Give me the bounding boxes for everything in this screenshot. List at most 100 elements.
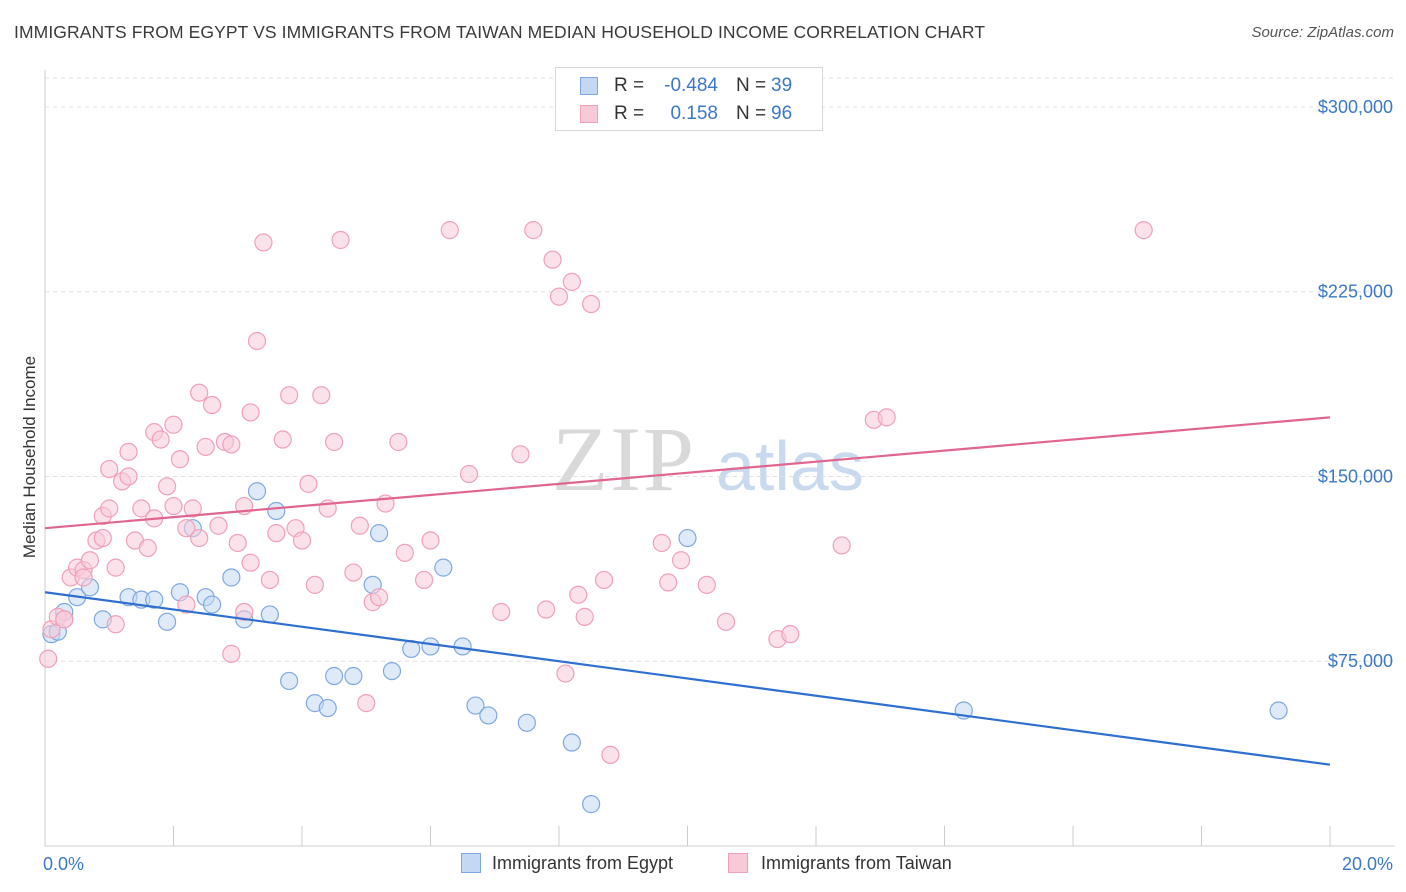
- egypt-trend-line: [44, 591, 1331, 766]
- correlation-legend: R = -0.484 N = 39 R = 0.158 N = 96: [555, 67, 823, 131]
- taiwan-point: [312, 386, 331, 405]
- taiwan-n-value: 96: [771, 103, 793, 124]
- taiwan-point: [331, 230, 350, 250]
- taiwan-point: [55, 610, 74, 629]
- taiwan-point: [414, 570, 434, 590]
- y-tick-label: $75,000: [1328, 651, 1393, 671]
- taiwan-point: [190, 528, 209, 548]
- taiwan-point: [549, 287, 569, 306]
- egypt-point: [267, 501, 286, 521]
- taiwan-point: [74, 568, 93, 587]
- taiwan-point: [292, 531, 312, 550]
- taiwan-point: [260, 570, 279, 590]
- taiwan-point: [164, 496, 183, 516]
- egypt-point: [157, 612, 177, 631]
- egypt-point: [280, 671, 299, 691]
- taiwan-point: [241, 553, 260, 572]
- egypt-point: [1269, 701, 1288, 720]
- tick-labels: $75,000 $150,000 $225,000 $300,000 0.0% 20.0%: [43, 97, 1393, 874]
- taiwan-point: [177, 519, 196, 538]
- taiwan-point: [100, 459, 119, 479]
- taiwan-point: [93, 528, 112, 548]
- taiwan-point: [370, 588, 389, 607]
- egypt-point: [202, 595, 222, 614]
- legend-row-taiwan: R = 0.158 N = 96: [556, 100, 822, 128]
- taiwan-point: [100, 499, 119, 518]
- taiwan-point: [254, 233, 273, 252]
- taiwan-point: [235, 602, 254, 622]
- egypt-point: [344, 666, 363, 686]
- taiwan-point: [196, 437, 215, 457]
- taiwan-legend-swatch: [728, 853, 748, 873]
- taiwan-point: [106, 558, 125, 577]
- taiwan-point: [344, 563, 363, 582]
- egypt-point: [562, 733, 581, 752]
- taiwan-point: [562, 272, 581, 291]
- taiwan-point: [190, 383, 209, 402]
- taiwan-point: [273, 430, 292, 449]
- taiwan-point: [357, 694, 376, 713]
- egypt-point: [421, 637, 440, 656]
- taiwan-point: [389, 432, 408, 452]
- taiwan-point: [716, 612, 736, 631]
- taiwan-point: [106, 615, 125, 634]
- egypt-point: [247, 482, 267, 501]
- trend-lines: [44, 416, 1331, 766]
- taiwan-point: [537, 600, 556, 619]
- taiwan-point: [556, 664, 575, 683]
- egypt-r-value: -0.484: [664, 75, 718, 96]
- taiwan-r-label: R =: [614, 103, 645, 124]
- taiwan-point: [575, 607, 594, 626]
- egypt-point: [222, 568, 241, 587]
- taiwan-point: [157, 477, 177, 496]
- taiwan-point: [222, 435, 241, 454]
- taiwan-point: [241, 403, 260, 422]
- taiwan-point: [832, 536, 851, 555]
- egypt-point: [678, 528, 697, 548]
- taiwan-point: [119, 442, 138, 461]
- taiwan-point: [421, 531, 440, 550]
- taiwan-point: [183, 499, 202, 518]
- y-tick-label: $225,000: [1318, 282, 1393, 302]
- taiwan-point: [280, 386, 299, 405]
- taiwan-point: [164, 415, 183, 434]
- egypt-swatch: [580, 77, 598, 95]
- taiwan-point: [697, 575, 716, 594]
- taiwan-point: [222, 644, 241, 663]
- egypt-point: [260, 605, 279, 624]
- watermark-zip: ZIP: [552, 408, 696, 510]
- taiwan-point: [659, 573, 678, 592]
- taiwan-point: [511, 445, 530, 464]
- taiwan-point: [594, 570, 614, 590]
- taiwan-point: [132, 499, 151, 518]
- egypt-point: [582, 795, 601, 814]
- taiwan-point: [524, 221, 543, 240]
- taiwan-point: [395, 543, 414, 562]
- taiwan-point: [247, 331, 267, 351]
- taiwan-point: [267, 524, 286, 543]
- x-tick-label-min: 0.0%: [43, 854, 84, 874]
- taiwan-point: [440, 221, 459, 240]
- egypt-point: [479, 706, 498, 725]
- taiwan-point: [569, 585, 588, 604]
- egypt-point: [145, 590, 164, 609]
- taiwan-point: [1134, 221, 1153, 240]
- egypt-point: [318, 698, 337, 718]
- taiwan-point: [582, 294, 601, 314]
- egypt-n-value: 39: [771, 75, 793, 96]
- egypt-legend-swatch: [461, 853, 481, 873]
- axes: [44, 70, 1395, 847]
- taiwan-point: [177, 595, 196, 614]
- taiwan-n-label: N =: [736, 103, 767, 124]
- chart-title: IMMIGRANTS FROM EGYPT VS IMMIGRANTS FROM…: [14, 22, 986, 42]
- chart-source: Source: ZipAtlas.com: [1251, 24, 1394, 41]
- taiwan-point: [601, 745, 620, 764]
- egypt-n-label: N =: [736, 75, 767, 96]
- x-tick-label-max: 20.0%: [1342, 854, 1393, 874]
- taiwan-point: [781, 625, 800, 644]
- taiwan-point: [543, 250, 562, 269]
- taiwan-r-value: 0.158: [670, 103, 718, 124]
- watermark-atlas: atlas: [716, 427, 864, 505]
- egypt-legend-label: Immigrants from Egypt: [492, 853, 674, 873]
